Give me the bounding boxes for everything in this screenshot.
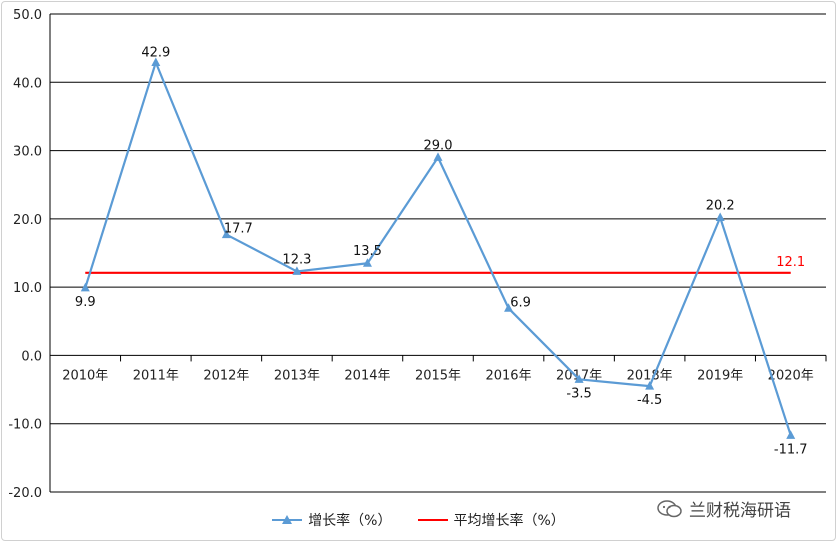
average-data-label: 12.1: [776, 255, 805, 270]
growth-point: [362, 258, 372, 267]
y-tick-label: 30.0: [13, 145, 42, 160]
y-tick-label: -10.0: [8, 418, 42, 433]
x-tick-label: 2013年: [274, 368, 320, 383]
legend-average-label: 平均增长率（%）: [453, 513, 565, 529]
growth-point: [715, 212, 725, 221]
x-tick-label: 2020年: [768, 368, 814, 383]
x-tick-label: 2016年: [485, 368, 531, 383]
growth-point: [292, 266, 302, 275]
y-tick-label: 50.0: [13, 8, 42, 23]
y-tick-label: 0.0: [21, 349, 42, 364]
y-tick-label: 10.0: [13, 281, 42, 296]
watermark-text: 兰财税海研语: [689, 501, 791, 521]
x-tick-label: 2010年: [62, 368, 108, 383]
growth-point: [504, 303, 514, 312]
x-tick-label: 2012年: [203, 368, 249, 383]
legend-item-growth: 增长率（%）: [272, 510, 392, 530]
growth-point: [80, 282, 90, 292]
y-tick-label: -20.0: [8, 486, 42, 501]
legend: 增长率（%） 平均增长率（%）: [0, 509, 837, 531]
growth-data-label: 6.9: [510, 295, 531, 310]
growth-data-label: 12.3: [282, 252, 311, 267]
growth-point: [221, 229, 231, 239]
y-tick-label: 20.0: [13, 213, 42, 228]
growth-data-label: 20.2: [706, 198, 735, 213]
x-tick-label: 2015年: [415, 368, 461, 383]
growth-data-label: -11.7: [774, 442, 808, 457]
x-tick-label: 2014年: [344, 368, 390, 383]
growth-point: [433, 152, 443, 161]
growth-data-label: -4.5: [637, 393, 662, 408]
legend-growth-label: 增长率（%）: [308, 513, 392, 529]
legend-average-swatch: [417, 519, 448, 521]
legend-growth-swatch: [272, 515, 303, 524]
growth-data-label: 29.0: [424, 138, 453, 153]
y-tick-label: 40.0: [13, 76, 42, 91]
growth-point: [645, 381, 655, 390]
growth-data-label: -3.5: [566, 386, 591, 401]
growth-data-label: 17.7: [224, 222, 253, 237]
growth-data-label: 13.5: [353, 244, 382, 259]
wechat-icon: [657, 499, 682, 517]
x-tick-label: 2019年: [697, 368, 743, 383]
legend-item-average: 平均增长率（%）: [417, 510, 565, 530]
x-tick-label: 2018年: [627, 368, 673, 383]
growth-data-label: 42.9: [141, 45, 170, 60]
watermark: 兰财税海研语: [657, 496, 791, 521]
growth-point: [151, 57, 161, 66]
x-tick-label: 2011年: [133, 368, 179, 383]
growth-point: [574, 374, 584, 383]
growth-data-label: 9.9: [75, 295, 96, 310]
growth-point: [786, 430, 796, 439]
